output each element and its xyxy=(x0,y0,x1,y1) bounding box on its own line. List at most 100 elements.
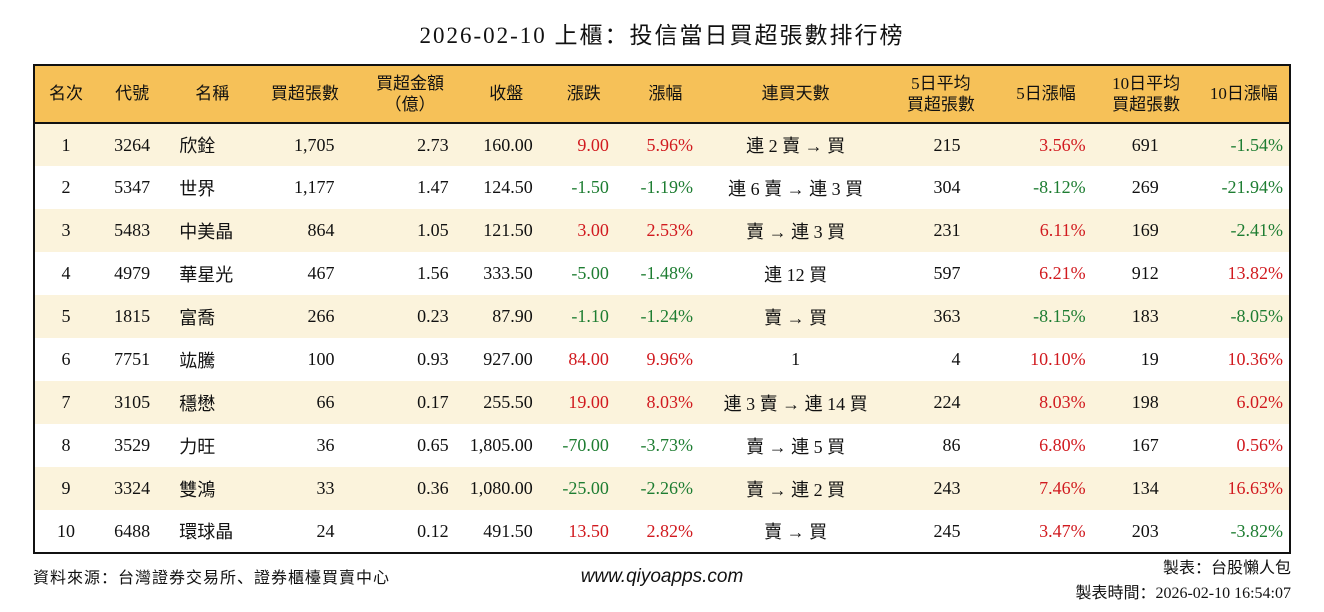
data-source-text: 資料來源：台灣證券交易所、證券櫃檯買賣中心 xyxy=(33,570,391,587)
cell-code: 3264 xyxy=(114,134,151,155)
col-header-rank: 名次 xyxy=(34,65,98,124)
cell-close: 255.50 xyxy=(483,392,533,412)
cell-avg5: 363 xyxy=(933,306,961,326)
cell-streak: 連 3 賣 → 連 14 買 xyxy=(723,393,868,414)
footer: 資料來源：台灣證券交易所、證券櫃檯買賣中心 www.qiyoapps.com 製… xyxy=(33,556,1291,612)
table-row: 9 3324 雙鴻 33 0.36 1,080.00 -25.00 -2.26%… xyxy=(34,467,1290,510)
cell-code: 7751 xyxy=(114,349,151,369)
cell-change-pct: 2.53% xyxy=(646,220,694,240)
timestamp-text: 製表時間：2026-02-10 16:54:07 xyxy=(1075,585,1291,602)
cell-amount: 0.17 xyxy=(417,392,449,412)
cell-shares: 36 xyxy=(316,435,335,455)
cell-code: 5347 xyxy=(114,177,151,197)
table-row: 10 6488 環球晶 24 0.12 491.50 13.50 2.82% 賣… xyxy=(34,510,1290,553)
cell-pct5: -8.15% xyxy=(1033,306,1086,326)
cell-rank: 5 xyxy=(61,306,71,326)
header-row: 名次 代號 名稱 買超張數 買超金額 （億） 收盤 漲跌 漲幅 連買天數 5日平… xyxy=(34,65,1290,124)
cell-streak: 賣 → 連 5 買 xyxy=(746,436,846,457)
cell-shares: 467 xyxy=(307,263,335,283)
cell-pct5: 7.46% xyxy=(1039,478,1086,498)
cell-avg10: 198 xyxy=(1131,392,1159,412)
cell-shares: 33 xyxy=(316,478,335,498)
cell-streak: 1 xyxy=(791,349,801,369)
cell-name: 華星光 xyxy=(179,264,234,285)
maker-text: 製表：台股懶人包 xyxy=(1162,560,1291,577)
cell-change-pct: -1.48% xyxy=(640,263,694,283)
cell-pct10: -8.05% xyxy=(1230,306,1284,326)
cell-name: 世界 xyxy=(179,178,216,199)
cell-avg10: 19 xyxy=(1140,349,1159,369)
cell-amount: 0.36 xyxy=(417,478,449,498)
cell-streak: 連 2 賣 → 買 xyxy=(746,136,846,156)
cell-name: 竑騰 xyxy=(179,350,216,371)
cell-name: 欣銓 xyxy=(179,136,216,156)
cell-amount: 0.93 xyxy=(417,349,449,369)
cell-pct10: 13.82% xyxy=(1227,263,1284,283)
cell-pct5: 6.21% xyxy=(1039,263,1086,283)
cell-rank: 1 xyxy=(61,134,71,155)
ranking-table: 名次 代號 名稱 買超張數 買超金額 （億） 收盤 漲跌 漲幅 連買天數 5日平… xyxy=(33,64,1291,554)
cell-pct5: 3.47% xyxy=(1039,520,1086,541)
cell-streak: 連 12 買 xyxy=(764,264,828,285)
cell-avg10: 167 xyxy=(1131,435,1159,455)
cell-change-pct: -1.24% xyxy=(640,306,694,326)
cell-code: 3105 xyxy=(114,392,151,412)
cell-change: -25.00 xyxy=(562,478,609,498)
cell-pct10: 0.56% xyxy=(1236,435,1284,455)
cell-change-pct: -1.19% xyxy=(640,177,694,197)
cell-pct10: 16.63% xyxy=(1227,478,1284,498)
cell-code: 1815 xyxy=(114,306,151,326)
cell-change: 3.00 xyxy=(577,220,609,240)
cell-pct5: 3.56% xyxy=(1039,134,1086,155)
col-header-code: 代號 xyxy=(97,65,168,124)
cell-name: 穩懋 xyxy=(179,393,216,414)
col-header-pct10: 10日漲幅 xyxy=(1198,65,1290,124)
credit-block: 製表：台股懶人包 製表時間：2026-02-10 16:54:07 xyxy=(1075,556,1291,606)
cell-change: -70.00 xyxy=(562,435,609,455)
cell-avg5: 304 xyxy=(933,177,961,197)
table-row: 3 5483 中美晶 864 1.05 121.50 3.00 2.53% 賣 … xyxy=(34,209,1290,252)
cell-rank: 3 xyxy=(61,220,71,240)
cell-rank: 8 xyxy=(61,435,71,455)
cell-close: 1,805.00 xyxy=(469,435,533,455)
cell-avg10: 691 xyxy=(1131,134,1159,155)
cell-name: 富喬 xyxy=(179,307,216,328)
table-row: 2 5347 世界 1,177 1.47 124.50 -1.50 -1.19%… xyxy=(34,166,1290,209)
cell-change: 9.00 xyxy=(577,134,609,155)
cell-shares: 66 xyxy=(316,392,335,412)
cell-avg5: 215 xyxy=(933,134,961,155)
cell-code: 4979 xyxy=(114,263,151,283)
col-header-avg5: 5日平均 買超張數 xyxy=(883,65,999,124)
cell-pct5: 10.10% xyxy=(1030,349,1086,369)
cell-avg5: 4 xyxy=(951,349,961,369)
cell-shares: 266 xyxy=(307,306,335,326)
cell-close: 927.00 xyxy=(483,349,533,369)
cell-change: -1.50 xyxy=(571,177,609,197)
cell-amount: 0.65 xyxy=(417,435,449,455)
cell-close: 124.50 xyxy=(483,177,533,197)
cell-streak: 賣 → 連 3 買 xyxy=(746,221,846,242)
cell-name: 中美晶 xyxy=(179,221,234,242)
cell-close: 333.50 xyxy=(483,263,533,283)
cell-streak: 賣 → 買 xyxy=(764,522,828,542)
cell-amount: 1.56 xyxy=(417,263,449,283)
cell-name: 力旺 xyxy=(179,436,216,457)
cell-name: 環球晶 xyxy=(179,522,234,542)
cell-change-pct: 8.03% xyxy=(646,392,694,412)
table-row: 6 7751 竑騰 100 0.93 927.00 84.00 9.96% 1 … xyxy=(34,338,1290,381)
cell-close: 491.50 xyxy=(483,520,533,541)
cell-avg10: 183 xyxy=(1131,306,1159,326)
cell-pct10: -21.94% xyxy=(1221,177,1284,197)
cell-pct5: 6.80% xyxy=(1039,435,1086,455)
table-row: 7 3105 穩懋 66 0.17 255.50 19.00 8.03% 連 3… xyxy=(34,381,1290,424)
page-title: 2026-02-10 上櫃：投信當日買超張數排行榜 xyxy=(419,23,905,48)
cell-pct5: 6.11% xyxy=(1039,220,1086,240)
cell-shares: 1,177 xyxy=(293,177,335,197)
cell-rank: 9 xyxy=(61,478,71,498)
cell-pct10: 6.02% xyxy=(1236,392,1284,412)
cell-shares: 864 xyxy=(307,220,335,240)
cell-pct5: -8.12% xyxy=(1033,177,1086,197)
cell-avg10: 912 xyxy=(1131,263,1159,283)
cell-close: 121.50 xyxy=(483,220,533,240)
